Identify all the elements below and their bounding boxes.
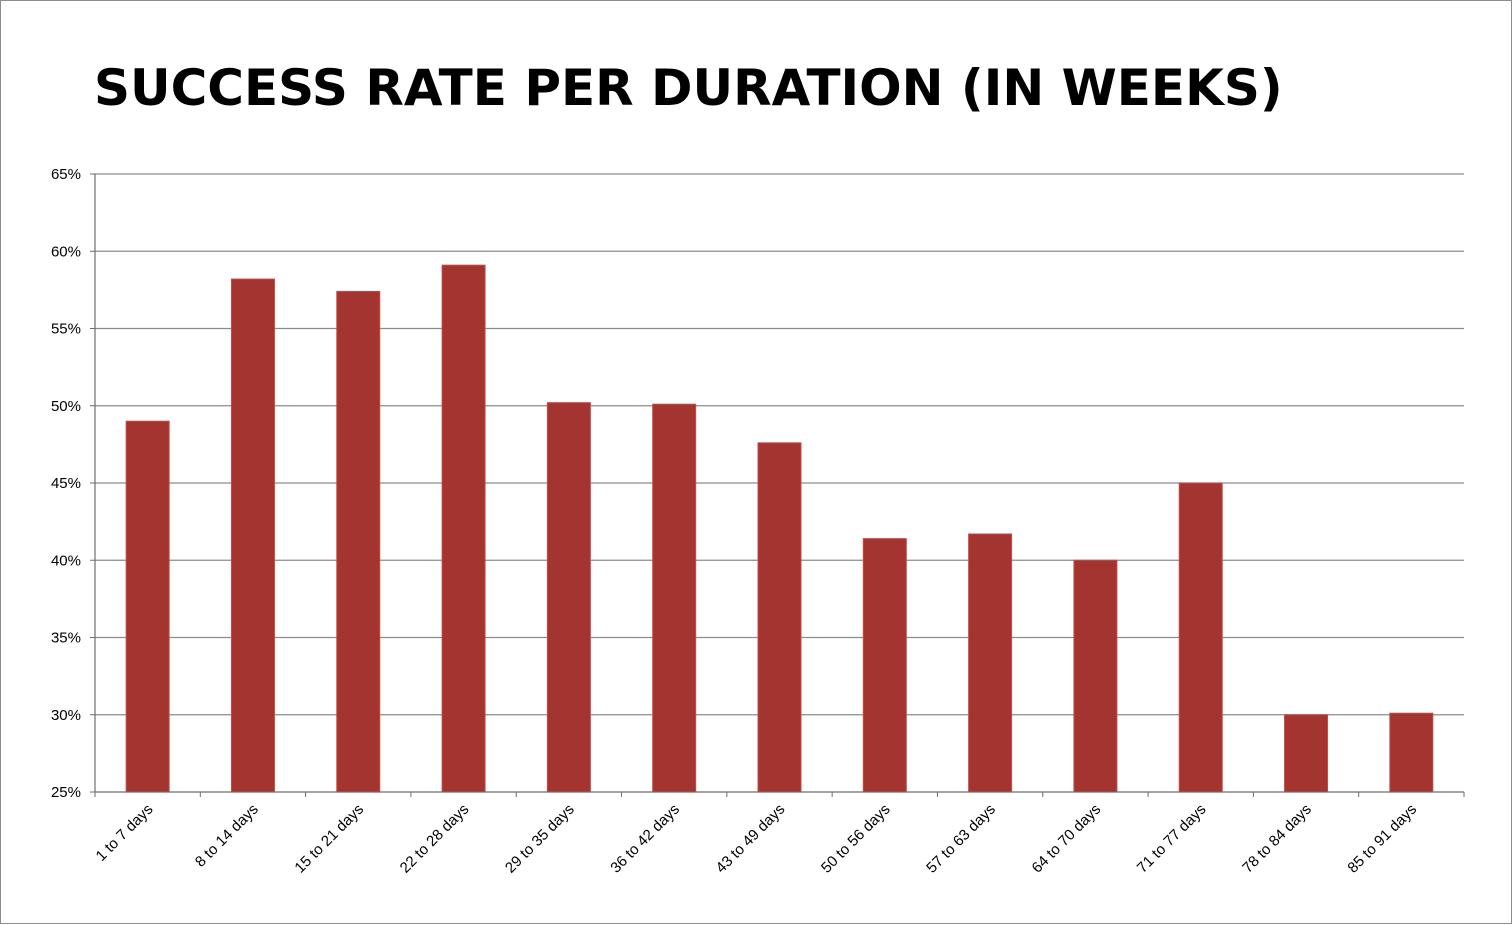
- x-tick-label: 50 to 56 days: [818, 801, 894, 877]
- y-tick-label: 25%: [51, 784, 81, 801]
- x-tick-label: 15 to 21 days: [291, 801, 367, 877]
- y-tick-label: 45%: [51, 475, 81, 492]
- bar: [336, 290, 381, 793]
- y-tick-label: 40%: [51, 552, 81, 569]
- x-tick-label: 22 to 28 days: [397, 801, 473, 877]
- x-tick-label: 71 to 77 days: [1134, 801, 1210, 877]
- bar: [230, 278, 275, 793]
- bar: [1178, 482, 1223, 793]
- x-tick-label: 78 to 84 days: [1239, 801, 1315, 877]
- bar: [441, 264, 486, 793]
- y-tick-label: 30%: [51, 707, 81, 724]
- bar: [546, 402, 591, 793]
- y-tick-label: 65%: [51, 166, 81, 183]
- bar: [968, 533, 1013, 793]
- y-tick-label: 50%: [51, 398, 81, 415]
- bar: [125, 420, 170, 793]
- x-tick-label: 8 to 14 days: [192, 801, 262, 871]
- x-tick-label: 43 to 49 days: [713, 801, 789, 877]
- x-tick-label: 1 to 7 days: [93, 801, 157, 865]
- bar: [1389, 712, 1434, 793]
- bar: [757, 442, 802, 793]
- bar: [1284, 714, 1329, 793]
- x-tick-label: 36 to 42 days: [607, 801, 683, 877]
- y-tick-label: 55%: [51, 321, 81, 338]
- chart-title: SUCCESS RATE PER DURATION (IN WEEKS): [94, 59, 1283, 117]
- x-tick-label: 29 to 35 days: [502, 801, 578, 877]
- y-tick-label: 60%: [51, 243, 81, 260]
- bar: [1073, 559, 1118, 793]
- x-tick-label: 57 to 63 days: [923, 801, 999, 877]
- x-tick-label: 64 to 70 days: [1029, 801, 1105, 877]
- bar: [652, 403, 697, 793]
- bar: [862, 538, 907, 793]
- y-tick-label: 35%: [51, 630, 81, 647]
- x-tick-label: 85 to 91 days: [1344, 801, 1420, 877]
